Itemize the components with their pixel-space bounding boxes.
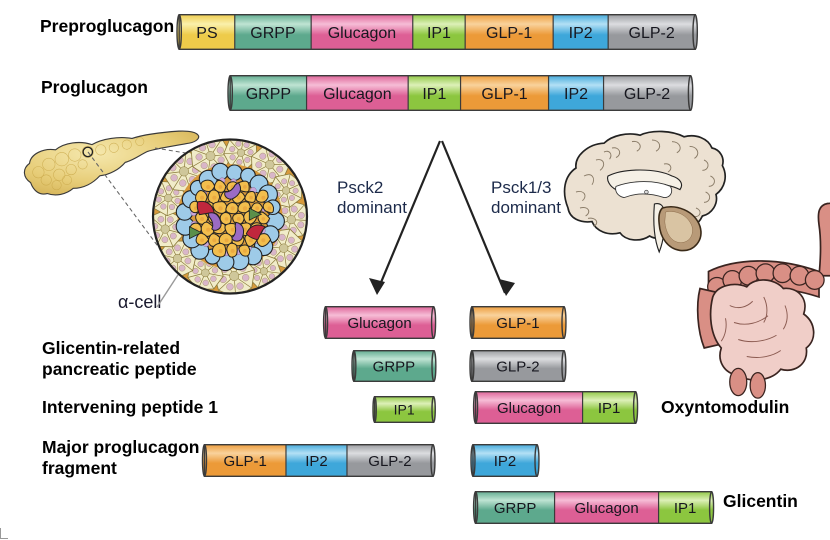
svg-text:Glucagon: Glucagon <box>328 25 397 42</box>
svg-text:GRPP: GRPP <box>250 25 295 42</box>
svg-text:GLP-1: GLP-1 <box>496 315 539 332</box>
svg-text:IP2: IP2 <box>305 453 328 470</box>
svg-text:IP2: IP2 <box>494 453 517 470</box>
svg-text:GLP-1: GLP-1 <box>486 25 532 42</box>
svg-text:GRPP: GRPP <box>494 500 537 517</box>
svg-text:IP1: IP1 <box>394 402 415 418</box>
svg-text:IP1: IP1 <box>598 400 621 417</box>
svg-text:PS: PS <box>196 25 217 42</box>
svg-text:GLP-2: GLP-2 <box>368 453 411 470</box>
svg-text:Glucagon: Glucagon <box>497 400 561 417</box>
svg-text:Glucagon: Glucagon <box>574 500 638 517</box>
svg-text:GLP-1: GLP-1 <box>481 86 527 103</box>
svg-text:IP2: IP2 <box>569 25 593 42</box>
svg-text:GRPP: GRPP <box>246 86 291 103</box>
svg-text:IP1: IP1 <box>422 86 446 103</box>
svg-text:IP1: IP1 <box>427 25 451 42</box>
svg-text:Glucagon: Glucagon <box>323 86 392 103</box>
svg-text:IP2: IP2 <box>564 86 588 103</box>
svg-text:GLP-2: GLP-2 <box>624 86 670 103</box>
svg-text:GLP-2: GLP-2 <box>629 25 675 42</box>
svg-text:GRPP: GRPP <box>373 358 416 375</box>
svg-text:GLP-2: GLP-2 <box>496 358 539 375</box>
svg-text:Glucagon: Glucagon <box>347 315 411 332</box>
svg-text:GLP-1: GLP-1 <box>224 453 267 470</box>
svg-text:IP1: IP1 <box>674 500 697 517</box>
